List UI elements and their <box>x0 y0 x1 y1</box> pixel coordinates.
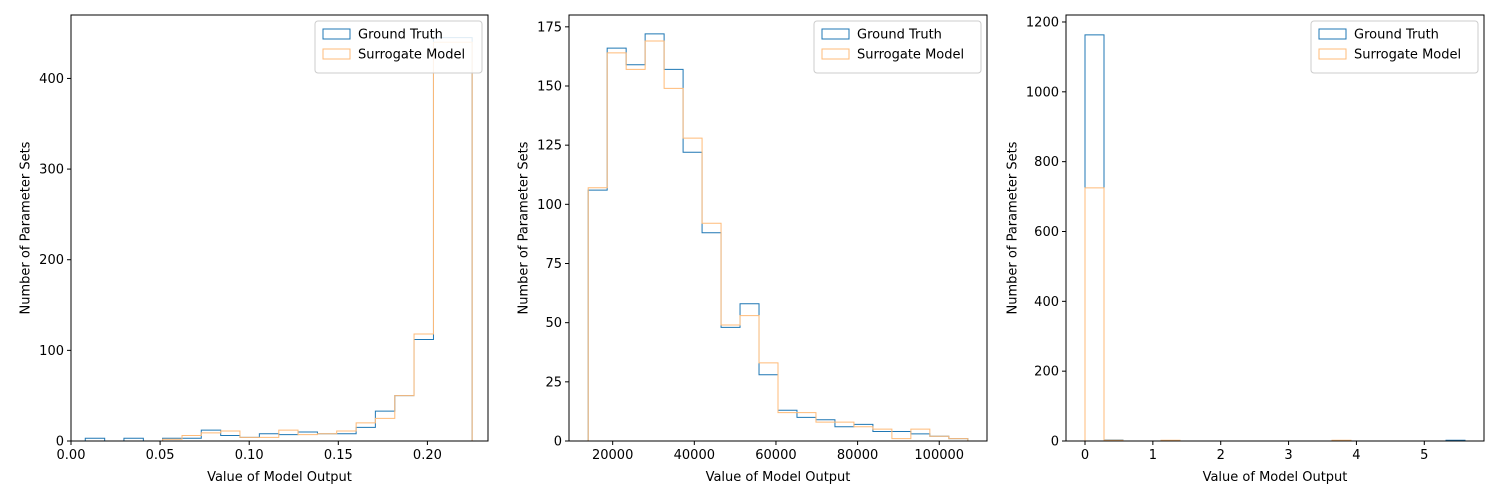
y-tick-label: 1000 <box>1026 85 1059 100</box>
legend-label-ground-truth: Ground Truth <box>857 28 942 43</box>
x-tick-label: 2 <box>1217 448 1225 463</box>
y-axis-label: Number of Parameter Sets <box>517 141 532 314</box>
y-axis-ticks: 0 200 400 600 800 1000 1200 <box>1026 15 1066 450</box>
x-tick-label: 1 <box>1149 448 1157 463</box>
histogram-panel-1: 0.00 0.05 0.10 0.15 0.20 0 100 200 300 400 Value… <box>19 14 489 485</box>
y-tick-label: 300 <box>39 163 64 178</box>
axes-frame <box>1065 14 1485 442</box>
x-axis-label: Value of Model Output <box>207 470 352 485</box>
series-surrogate-model <box>587 40 969 441</box>
legend-swatch-ground-truth <box>322 28 351 40</box>
y-tick-label: 600 <box>1034 225 1059 240</box>
x-axis-label: Value of Model Output <box>706 470 851 485</box>
x-tick-label: 100000 <box>914 448 964 463</box>
series-surrogate-model <box>85 41 473 441</box>
series-layer <box>587 33 969 441</box>
y-tick-label: 200 <box>1034 365 1059 380</box>
x-tick-label: 0.10 <box>235 448 264 463</box>
y-tick-label: 50 <box>545 316 562 331</box>
y-tick-label: 400 <box>39 72 64 87</box>
y-tick-label: 1200 <box>1026 15 1059 30</box>
y-axis-label: Number of Parameter Sets <box>1006 141 1021 314</box>
legend: Ground Truth Surrogate Model <box>1310 20 1479 74</box>
y-tick-label: 175 <box>537 20 562 35</box>
x-tick-label: 0 <box>1081 448 1089 463</box>
x-tick-label: 5 <box>1420 448 1428 463</box>
x-tick-label: 80000 <box>837 448 878 463</box>
legend-label-surrogate-model: Surrogate Model <box>358 48 465 63</box>
legend-box <box>1310 20 1479 74</box>
legend-swatch-surrogate-model <box>1318 48 1347 60</box>
axes-frame <box>568 14 988 442</box>
y-tick-label: 0 <box>1051 435 1059 450</box>
y-tick-label: 400 <box>1034 295 1059 310</box>
y-tick-label: 125 <box>537 139 562 154</box>
legend: Ground Truth Surrogate Model <box>813 20 982 74</box>
legend-swatch-ground-truth <box>821 28 850 40</box>
x-tick-label: 0.20 <box>413 448 442 463</box>
y-tick-label: 25 <box>545 375 562 390</box>
x-tick-label: 60000 <box>755 448 796 463</box>
legend-swatch-surrogate-model <box>322 48 351 60</box>
x-axis-ticks: 0 1 2 3 4 5 <box>1081 441 1428 463</box>
y-axis-ticks: 0 100 200 300 400 <box>39 72 71 450</box>
x-axis-label: Value of Model Output <box>1203 470 1348 485</box>
x-tick-label: 20000 <box>592 448 633 463</box>
histogram-panel-2: 20000 40000 60000 80000 100000 0 25 50 75 100 125… <box>517 14 988 485</box>
legend-swatch-surrogate-model <box>821 48 850 60</box>
x-tick-label: 4 <box>1352 448 1360 463</box>
step-outline-surrogate-model <box>587 40 969 441</box>
axes-frame <box>70 14 489 442</box>
x-axis-ticks: 20000 40000 60000 80000 100000 <box>592 441 964 463</box>
legend-swatch-ground-truth <box>1318 28 1347 40</box>
legend-box <box>314 20 483 74</box>
y-axis-ticks: 0 25 50 75 100 125 150 175 <box>537 20 569 450</box>
y-tick-label: 100 <box>39 344 64 359</box>
y-tick-label: 100 <box>537 198 562 213</box>
x-tick-label: 3 <box>1284 448 1292 463</box>
y-axis-label: Number of Parameter Sets <box>19 141 34 314</box>
legend-label-ground-truth: Ground Truth <box>1354 28 1439 43</box>
legend-label-surrogate-model: Surrogate Model <box>857 48 964 63</box>
legend-box <box>813 20 982 74</box>
histogram-panel-3: 0 1 2 3 4 5 0 200 400 600 800 1000 1200 Value of Mo… <box>1006 14 1485 485</box>
y-tick-label: 75 <box>545 257 562 272</box>
legend: Ground Truth Surrogate Model <box>314 20 483 74</box>
y-tick-label: 0 <box>554 435 562 450</box>
legend-label-surrogate-model: Surrogate Model <box>1354 48 1461 63</box>
x-tick-label: 40000 <box>674 448 715 463</box>
step-outline-surrogate-model <box>85 41 473 441</box>
y-tick-label: 800 <box>1034 155 1059 170</box>
series-layer <box>84 37 473 441</box>
legend-label-ground-truth: Ground Truth <box>358 28 443 43</box>
y-tick-label: 150 <box>537 80 562 95</box>
y-tick-label: 0 <box>56 435 64 450</box>
y-tick-label: 200 <box>39 253 64 268</box>
x-tick-label: 0.15 <box>324 448 353 463</box>
x-axis-ticks: 0.00 0.05 0.10 0.15 0.20 <box>57 441 442 463</box>
x-tick-label: 0.00 <box>57 448 86 463</box>
x-tick-label: 0.05 <box>146 448 175 463</box>
